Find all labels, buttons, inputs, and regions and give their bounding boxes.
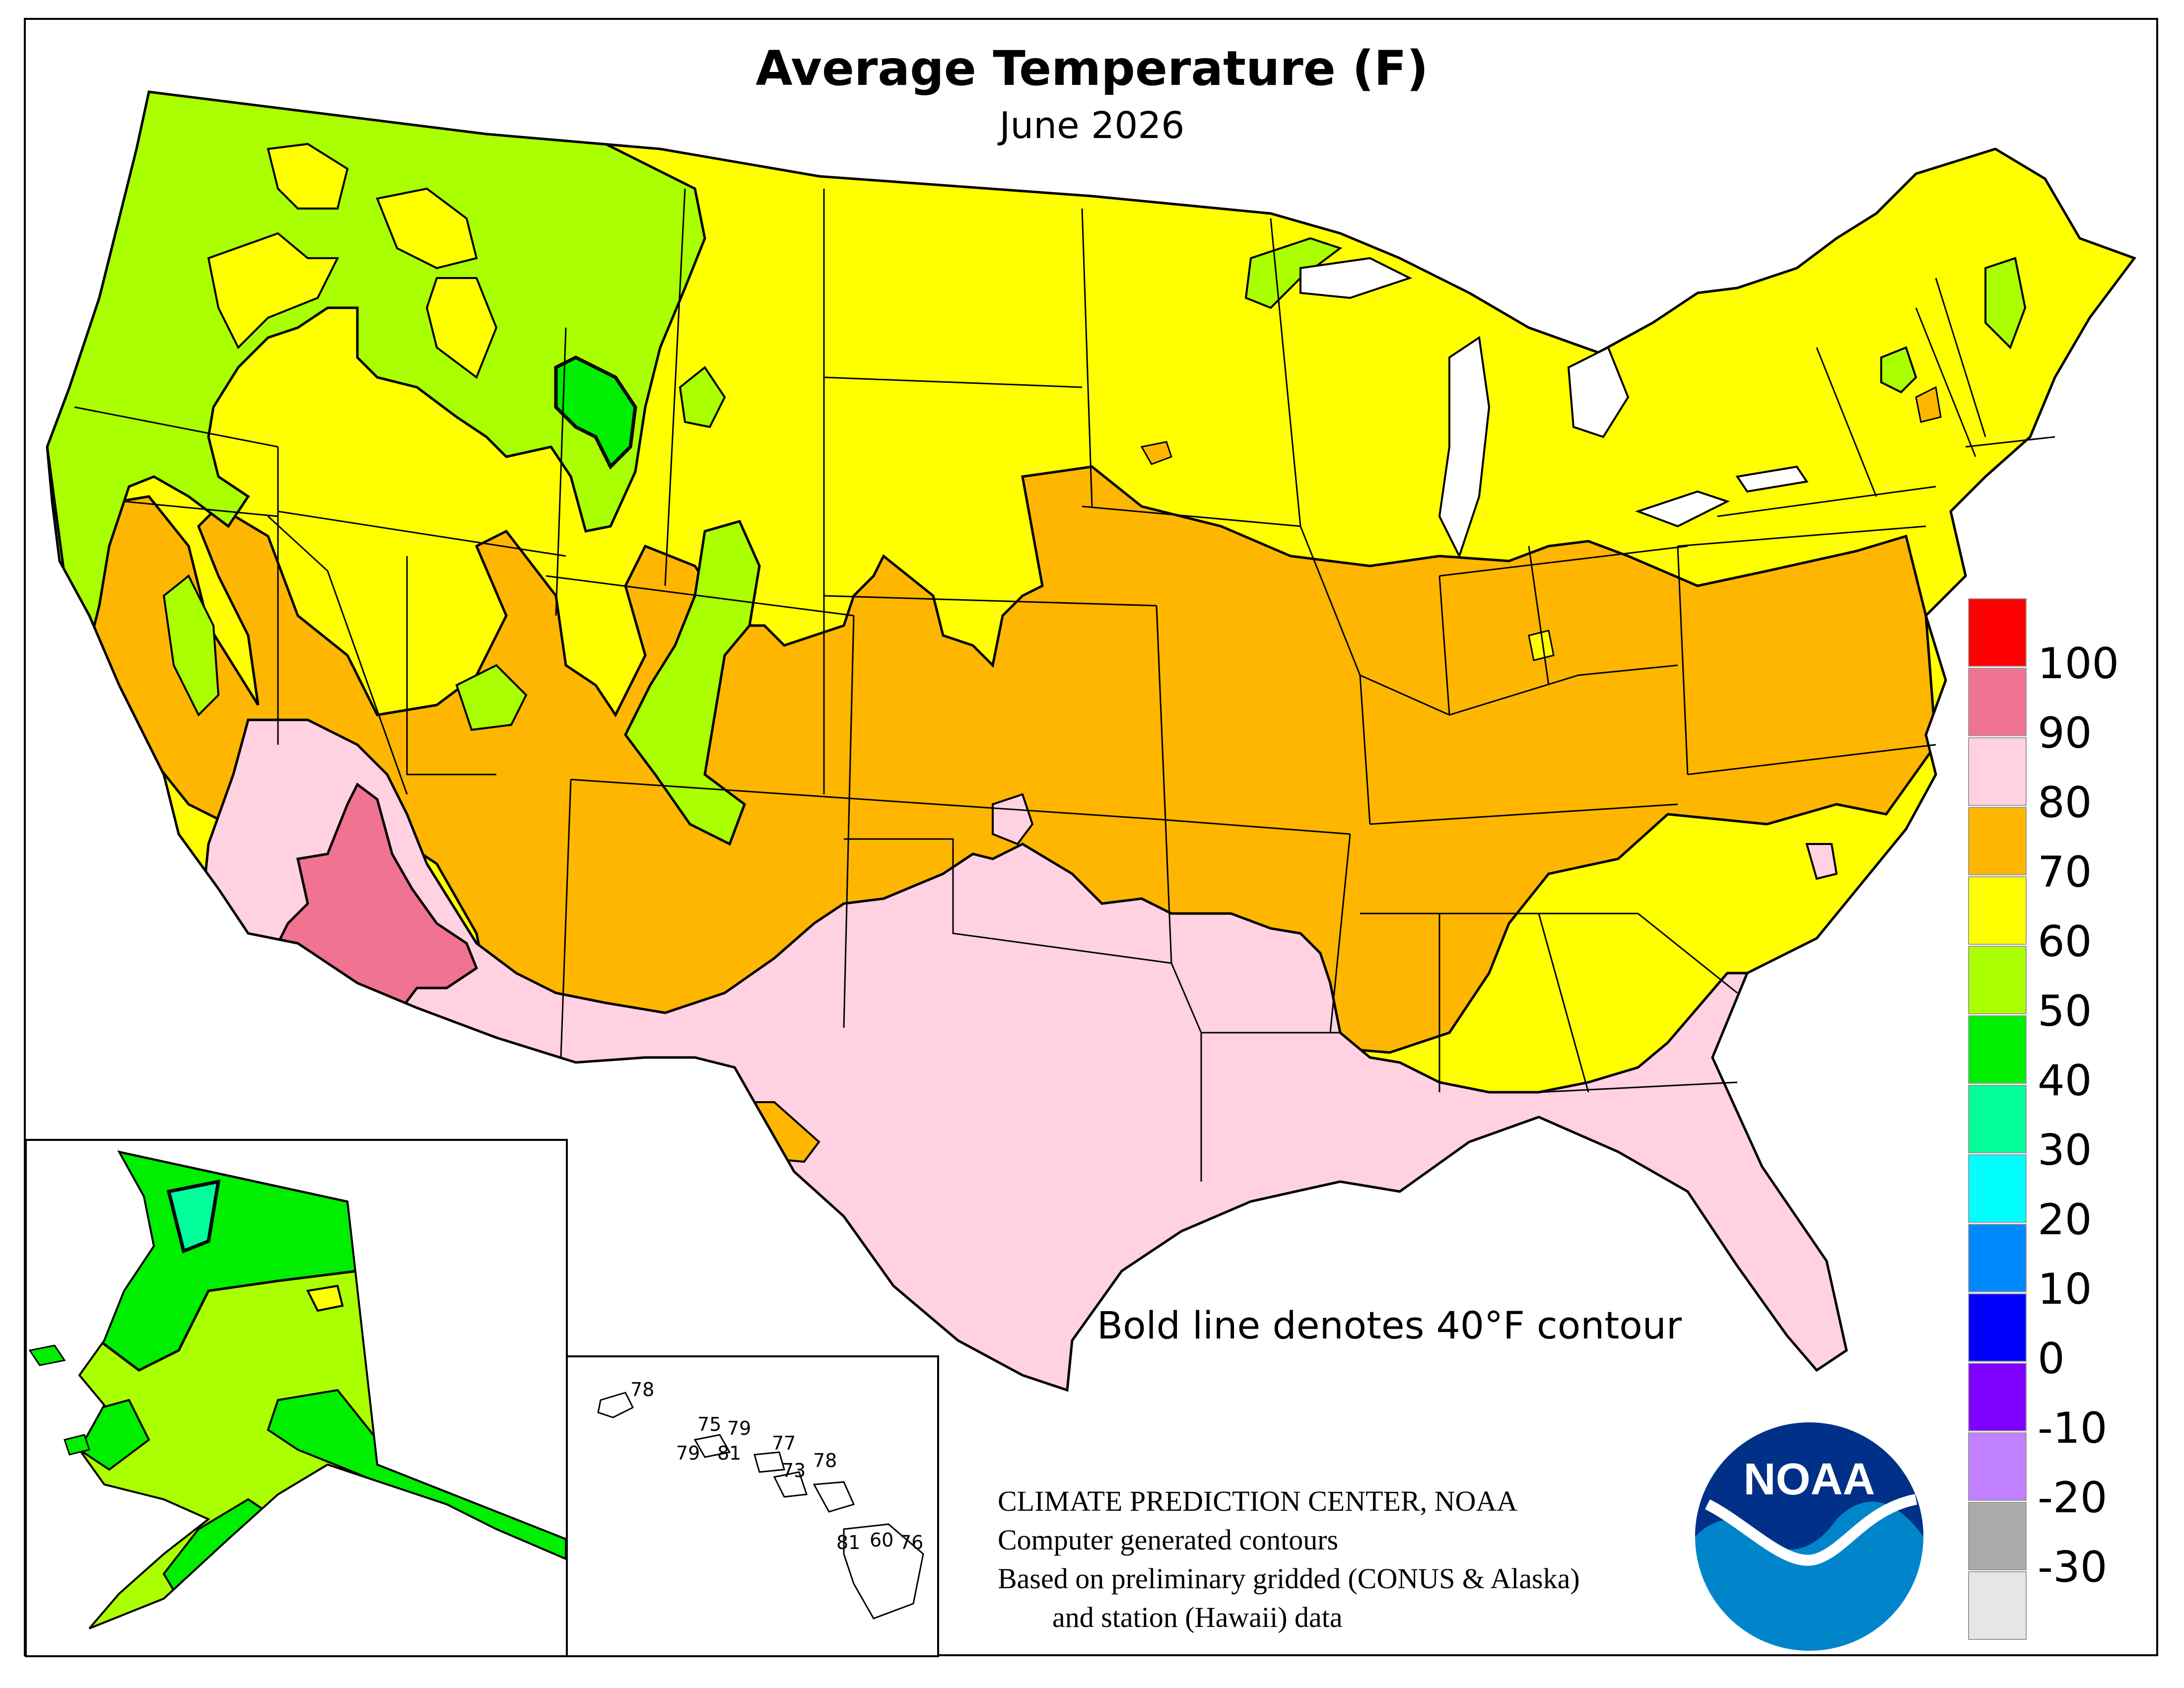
legend-tick-label: -30 [2038, 1543, 2108, 1592]
noaa-logo-gull [1705, 1494, 1917, 1566]
legend-swatch [1968, 1363, 2027, 1431]
hawaii-value: 81 [836, 1532, 860, 1553]
lake-huron [1567, 346, 1630, 438]
legend-tick-label: 50 [2038, 986, 2092, 1036]
legend-swatch [1968, 946, 2027, 1014]
hawaii-value: 78 [813, 1450, 837, 1472]
noaa-logo-text: NOAA [1744, 1455, 1875, 1504]
legend-tick-label: -10 [2038, 1404, 2108, 1453]
hawaii-value: 76 [899, 1532, 923, 1553]
legend-tick-label: 70 [2038, 847, 2092, 897]
lake-ontario [1735, 465, 1809, 493]
legend-swatch [1968, 807, 2027, 875]
state-borders [74, 188, 2055, 1182]
legend-swatch [1968, 1432, 2027, 1501]
legend-tick-label: 40 [2038, 1056, 2092, 1106]
legend-tick-label: 100 [2038, 639, 2119, 689]
lake-michigan [1438, 336, 1491, 559]
alaska-island [28, 1344, 66, 1366]
color-legend: 100 90 80 70 60 50 40 30 20 10 0 -10 -20 -30 [1968, 598, 2147, 1656]
hawaii-value: 60 [870, 1529, 893, 1551]
legend-swatch [1968, 737, 2027, 806]
legend-tick-label: 0 [2038, 1334, 2065, 1384]
hawaii-value: 77 [772, 1432, 796, 1454]
alaska-outline [78, 1150, 567, 1629]
legend-tick-label: 10 [2038, 1265, 2092, 1314]
legend-swatch [1968, 876, 2027, 945]
hawaii-value: 78 [630, 1379, 654, 1401]
noaa-logo: NOAA [1695, 1422, 1923, 1651]
hawaii-value: 73 [782, 1460, 806, 1481]
legend-swatch [1968, 1571, 2027, 1640]
legend-swatch [1968, 1502, 2027, 1570]
lake-superior [1299, 257, 1413, 299]
credits-line: Based on preliminary gridded (CONUS & Al… [998, 1562, 1580, 1595]
legend-tick-label: 30 [2038, 1125, 2092, 1175]
legend-swatch [1968, 1085, 2027, 1153]
legend-swatch [1968, 668, 2027, 736]
credits-line: Computer generated contours [998, 1524, 1339, 1556]
legend-tick-label: 80 [2038, 778, 2092, 828]
legend-tick-label: 20 [2038, 1195, 2092, 1245]
legend-swatch [1968, 598, 2027, 667]
legend-swatch [1968, 1154, 2027, 1223]
legend-tick-label: -20 [2038, 1473, 2108, 1523]
page-subtitle: June 2026 [999, 104, 1185, 147]
credits-line: CLIMATE PREDICTION CENTER, NOAA [998, 1485, 1518, 1517]
alaska-island [64, 1434, 90, 1456]
legend-tick-label: 90 [2038, 708, 2092, 758]
legend-tick-label: 60 [2038, 917, 2092, 967]
hawaii-islands [597, 1392, 924, 1619]
page-title: Average Temperature (F) [755, 41, 1429, 96]
conus-outline [46, 90, 2137, 1392]
legend-swatch [1968, 1224, 2027, 1292]
credits-block: CLIMATE PREDICTION CENTER, NOAA Computer… [998, 1482, 1580, 1637]
lake-erie [1635, 490, 1730, 528]
noaa-logo-sky [1695, 1422, 1923, 1549]
hawaii-value: 81 [717, 1442, 741, 1464]
legend-swatch [1968, 1293, 2027, 1362]
contour-note: Bold line denotes 40°F contour [1097, 1303, 1682, 1347]
hawaii-value: 79 [727, 1417, 751, 1439]
credits-line: and station (Hawaii) data [1052, 1601, 1343, 1633]
hawaii-value: 79 [676, 1442, 700, 1464]
hawaii-value: 75 [697, 1413, 721, 1435]
legend-swatch [1968, 1015, 2027, 1084]
